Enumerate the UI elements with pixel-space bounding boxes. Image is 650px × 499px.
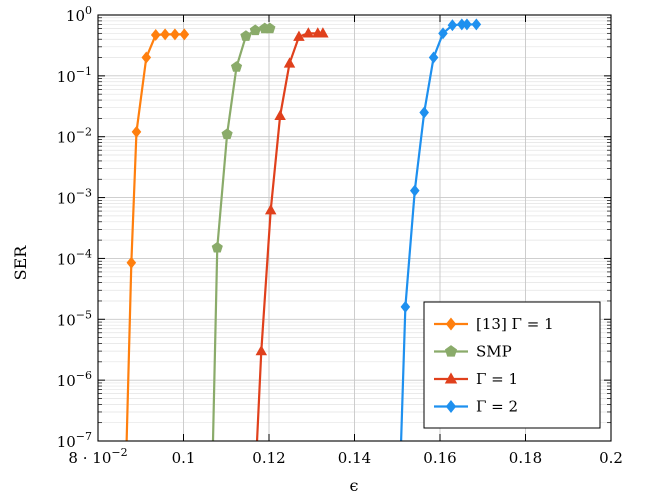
- x-tick-label: 0.18: [509, 449, 542, 467]
- legend-entry-label: [13] Γ = 1: [476, 315, 554, 333]
- legend-entry-label: Γ = 1: [476, 370, 518, 388]
- data-point: [179, 28, 190, 41]
- data-point: [255, 344, 268, 356]
- data-point: [438, 27, 448, 40]
- data-point: [283, 57, 296, 68]
- data-point: [428, 51, 439, 64]
- legend-entry-label: Γ = 2: [476, 398, 518, 416]
- x-tick-label: 0.1: [172, 449, 196, 467]
- y-tick-label: 100: [66, 4, 92, 25]
- x-tick-label: 0.2: [599, 449, 623, 467]
- y-tick-label: 10−2: [57, 126, 92, 147]
- data-point: [264, 204, 277, 215]
- data-point: [400, 300, 411, 313]
- data-point: [249, 24, 261, 36]
- y-tick-label: 10−3: [57, 187, 92, 208]
- y-axis-label: SER: [11, 245, 30, 281]
- data-point: [170, 28, 180, 41]
- data-point: [293, 30, 305, 41]
- series-layer: [125, 18, 482, 442]
- legend-swatch-marker: [445, 317, 457, 331]
- data-point: [419, 106, 429, 119]
- x-tick-label: 0.12: [252, 449, 285, 467]
- legend-entry-label: SMP: [476, 343, 512, 361]
- y-tick-label: 10−1: [57, 65, 92, 86]
- y-tick-label: 10−7: [57, 430, 92, 451]
- series-line-2: [211, 27, 270, 442]
- axes: [97, 14, 612, 442]
- y-tick-label: 10−5: [57, 308, 92, 329]
- tick-labels: 100 10−1 10−2 10−3 10−4 10−5 10−6 10−78 · 10−2 0…: [57, 4, 623, 467]
- plot-frame: [97, 14, 612, 442]
- data-point: [447, 19, 458, 32]
- y-tick-label: 10−6: [57, 369, 92, 390]
- legend-swatch-marker: [444, 345, 458, 357]
- x-axis-label: ϵ: [350, 476, 359, 495]
- data-point: [131, 125, 142, 138]
- data-point: [471, 18, 482, 31]
- data-point: [409, 184, 420, 197]
- x-tick-label: 0.16: [423, 449, 456, 467]
- data-point: [230, 61, 243, 72]
- legend: [13] Γ = 1 SMP Γ = 1 Γ = 2: [423, 301, 601, 429]
- y-tick-label: 10−4: [57, 247, 92, 268]
- data-point: [462, 18, 472, 31]
- data-point: [221, 128, 233, 139]
- x-tick-label: 8 · 10−2: [68, 446, 127, 467]
- data-point: [264, 22, 276, 34]
- legend-swatch-marker: [445, 400, 457, 413]
- data-point: [160, 28, 170, 41]
- data-point: [302, 27, 315, 38]
- x-tick-label: 0.14: [338, 449, 371, 467]
- legend-swatch-marker: [444, 372, 458, 384]
- data-point: [211, 241, 223, 253]
- data-point: [141, 51, 152, 64]
- data-point: [150, 28, 161, 41]
- data-point: [274, 109, 286, 121]
- data-point: [126, 256, 137, 269]
- data-point: [317, 27, 329, 38]
- data-point: [240, 30, 252, 41]
